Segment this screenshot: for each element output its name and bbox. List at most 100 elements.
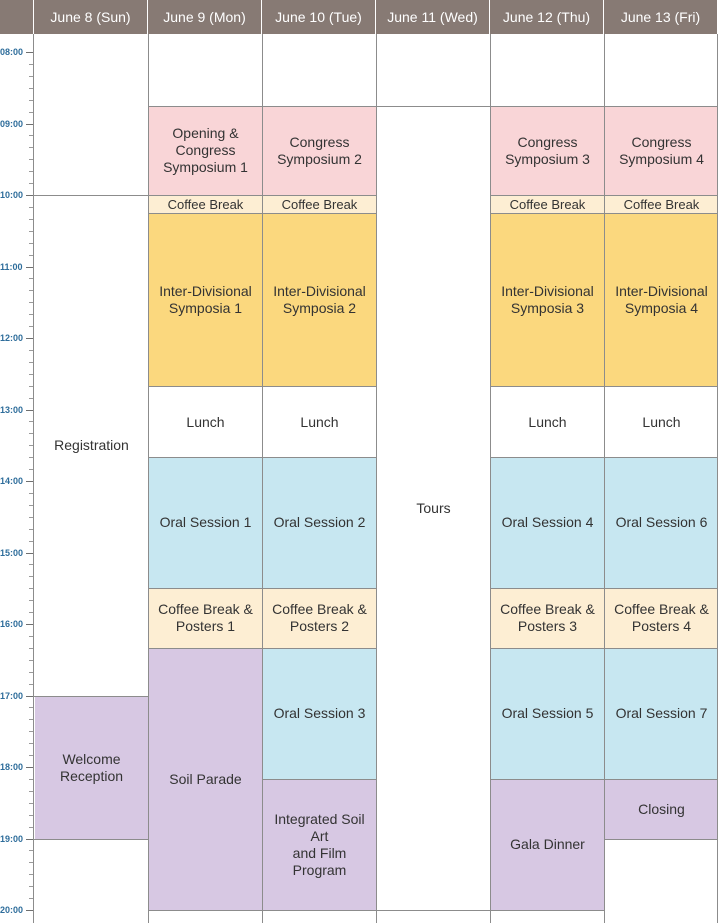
block-divider [262,648,377,649]
time-tick [29,719,33,720]
block-divider [376,910,491,911]
time-label: 10:00 [0,190,24,200]
time-label: 17:00 [0,691,24,701]
time-tick [29,827,33,828]
time-tick [29,469,33,470]
event-block: Inter-Divisional Symposia 4 [605,213,718,386]
time-tick [29,779,33,780]
day-header: June 11 (Wed) [376,0,490,34]
time-tick [29,612,33,613]
column-divider [490,34,491,923]
column-divider [604,34,605,923]
event-block: Registration [35,195,148,696]
column-divider [376,34,377,923]
block-divider [490,106,605,107]
column-divider [148,34,149,923]
time-tick [26,839,33,840]
event-block: Inter-Divisional Symposia 2 [263,213,376,386]
event-block: Oral Session 1 [149,457,262,588]
time-tick [29,171,33,172]
event-block: Coffee Break & Posters 1 [149,588,262,648]
time-tick [29,147,33,148]
time-tick [29,874,33,875]
event-block: Lunch [149,386,262,458]
time-tick [29,588,33,589]
time-label: 16:00 [0,619,24,629]
time-tick [29,398,33,399]
time-tick [29,135,33,136]
event-block: Soil Parade [149,648,262,910]
time-tick [26,52,33,53]
event-block: Tours [377,106,490,910]
time-tick [26,195,33,196]
time-tick [26,124,33,125]
time-label: 18:00 [0,762,24,772]
time-label: 11:00 [0,262,23,272]
event-block: Coffee Break [491,195,604,213]
time-tick [29,219,33,220]
time-tick [29,350,33,351]
time-label: 20:00 [0,905,24,915]
time-tick [29,100,33,101]
time-tick [29,445,33,446]
time-tick [29,815,33,816]
time-label: 08:00 [0,47,24,57]
event-block: Coffee Break [263,195,376,213]
block-divider [604,195,718,196]
block-divider [148,648,263,649]
block-divider [262,910,377,911]
block-divider [34,195,149,196]
time-axis: 08:00 09:00 10:00 11:00 12:00 13:00 14:00 15:00… [0,34,34,923]
time-tick [29,302,33,303]
block-divider [262,106,377,107]
day-header: June 8 (Sun) [34,0,148,34]
day-header: June 12 (Thu) [490,0,604,34]
time-tick [29,660,33,661]
day-header: June 10 (Tue) [262,0,376,34]
event-block: Coffee Break [605,195,718,213]
event-block: Congress Symposium 2 [263,106,376,195]
time-label: 14:00 [0,476,24,486]
time-tick [29,290,33,291]
time-tick [29,886,33,887]
event-block: Inter-Divisional Symposia 3 [491,213,604,386]
event-block: Coffee Break & Posters 4 [605,588,718,648]
time-tick [26,910,33,911]
event-block: Oral Session 5 [491,648,604,779]
time-tick [26,338,33,339]
block-divider [490,779,605,780]
time-tick [29,564,33,565]
event-block: Oral Session 3 [263,648,376,779]
block-divider [490,910,605,911]
time-tick [29,493,33,494]
day-header: June 13 (Fri) [604,0,718,34]
time-tick [29,707,33,708]
block-divider [490,457,605,458]
time-tick [29,112,33,113]
time-tick [29,421,33,422]
block-divider [604,839,718,840]
time-tick [26,267,33,268]
time-tick [29,862,33,863]
event-block: Inter-Divisional Symposia 1 [149,213,262,386]
time-label: 19:00 [0,834,24,844]
time-tick [29,433,33,434]
block-divider [148,457,263,458]
block-divider [490,213,605,214]
block-divider [376,106,491,107]
time-tick [29,76,33,77]
block-divider [148,910,263,911]
event-block: Lunch [605,386,718,458]
block-divider [262,588,377,589]
event-block: Opening & Congress Symposium 1 [149,106,262,195]
block-divider [604,106,718,107]
day-header: June 9 (Mon) [148,0,262,34]
event-block: Welcome Reception [35,696,148,839]
block-divider [604,779,718,780]
time-tick [29,231,33,232]
event-block: Coffee Break [149,195,262,213]
time-tick [26,767,33,768]
time-tick [29,255,33,256]
time-tick [29,672,33,673]
